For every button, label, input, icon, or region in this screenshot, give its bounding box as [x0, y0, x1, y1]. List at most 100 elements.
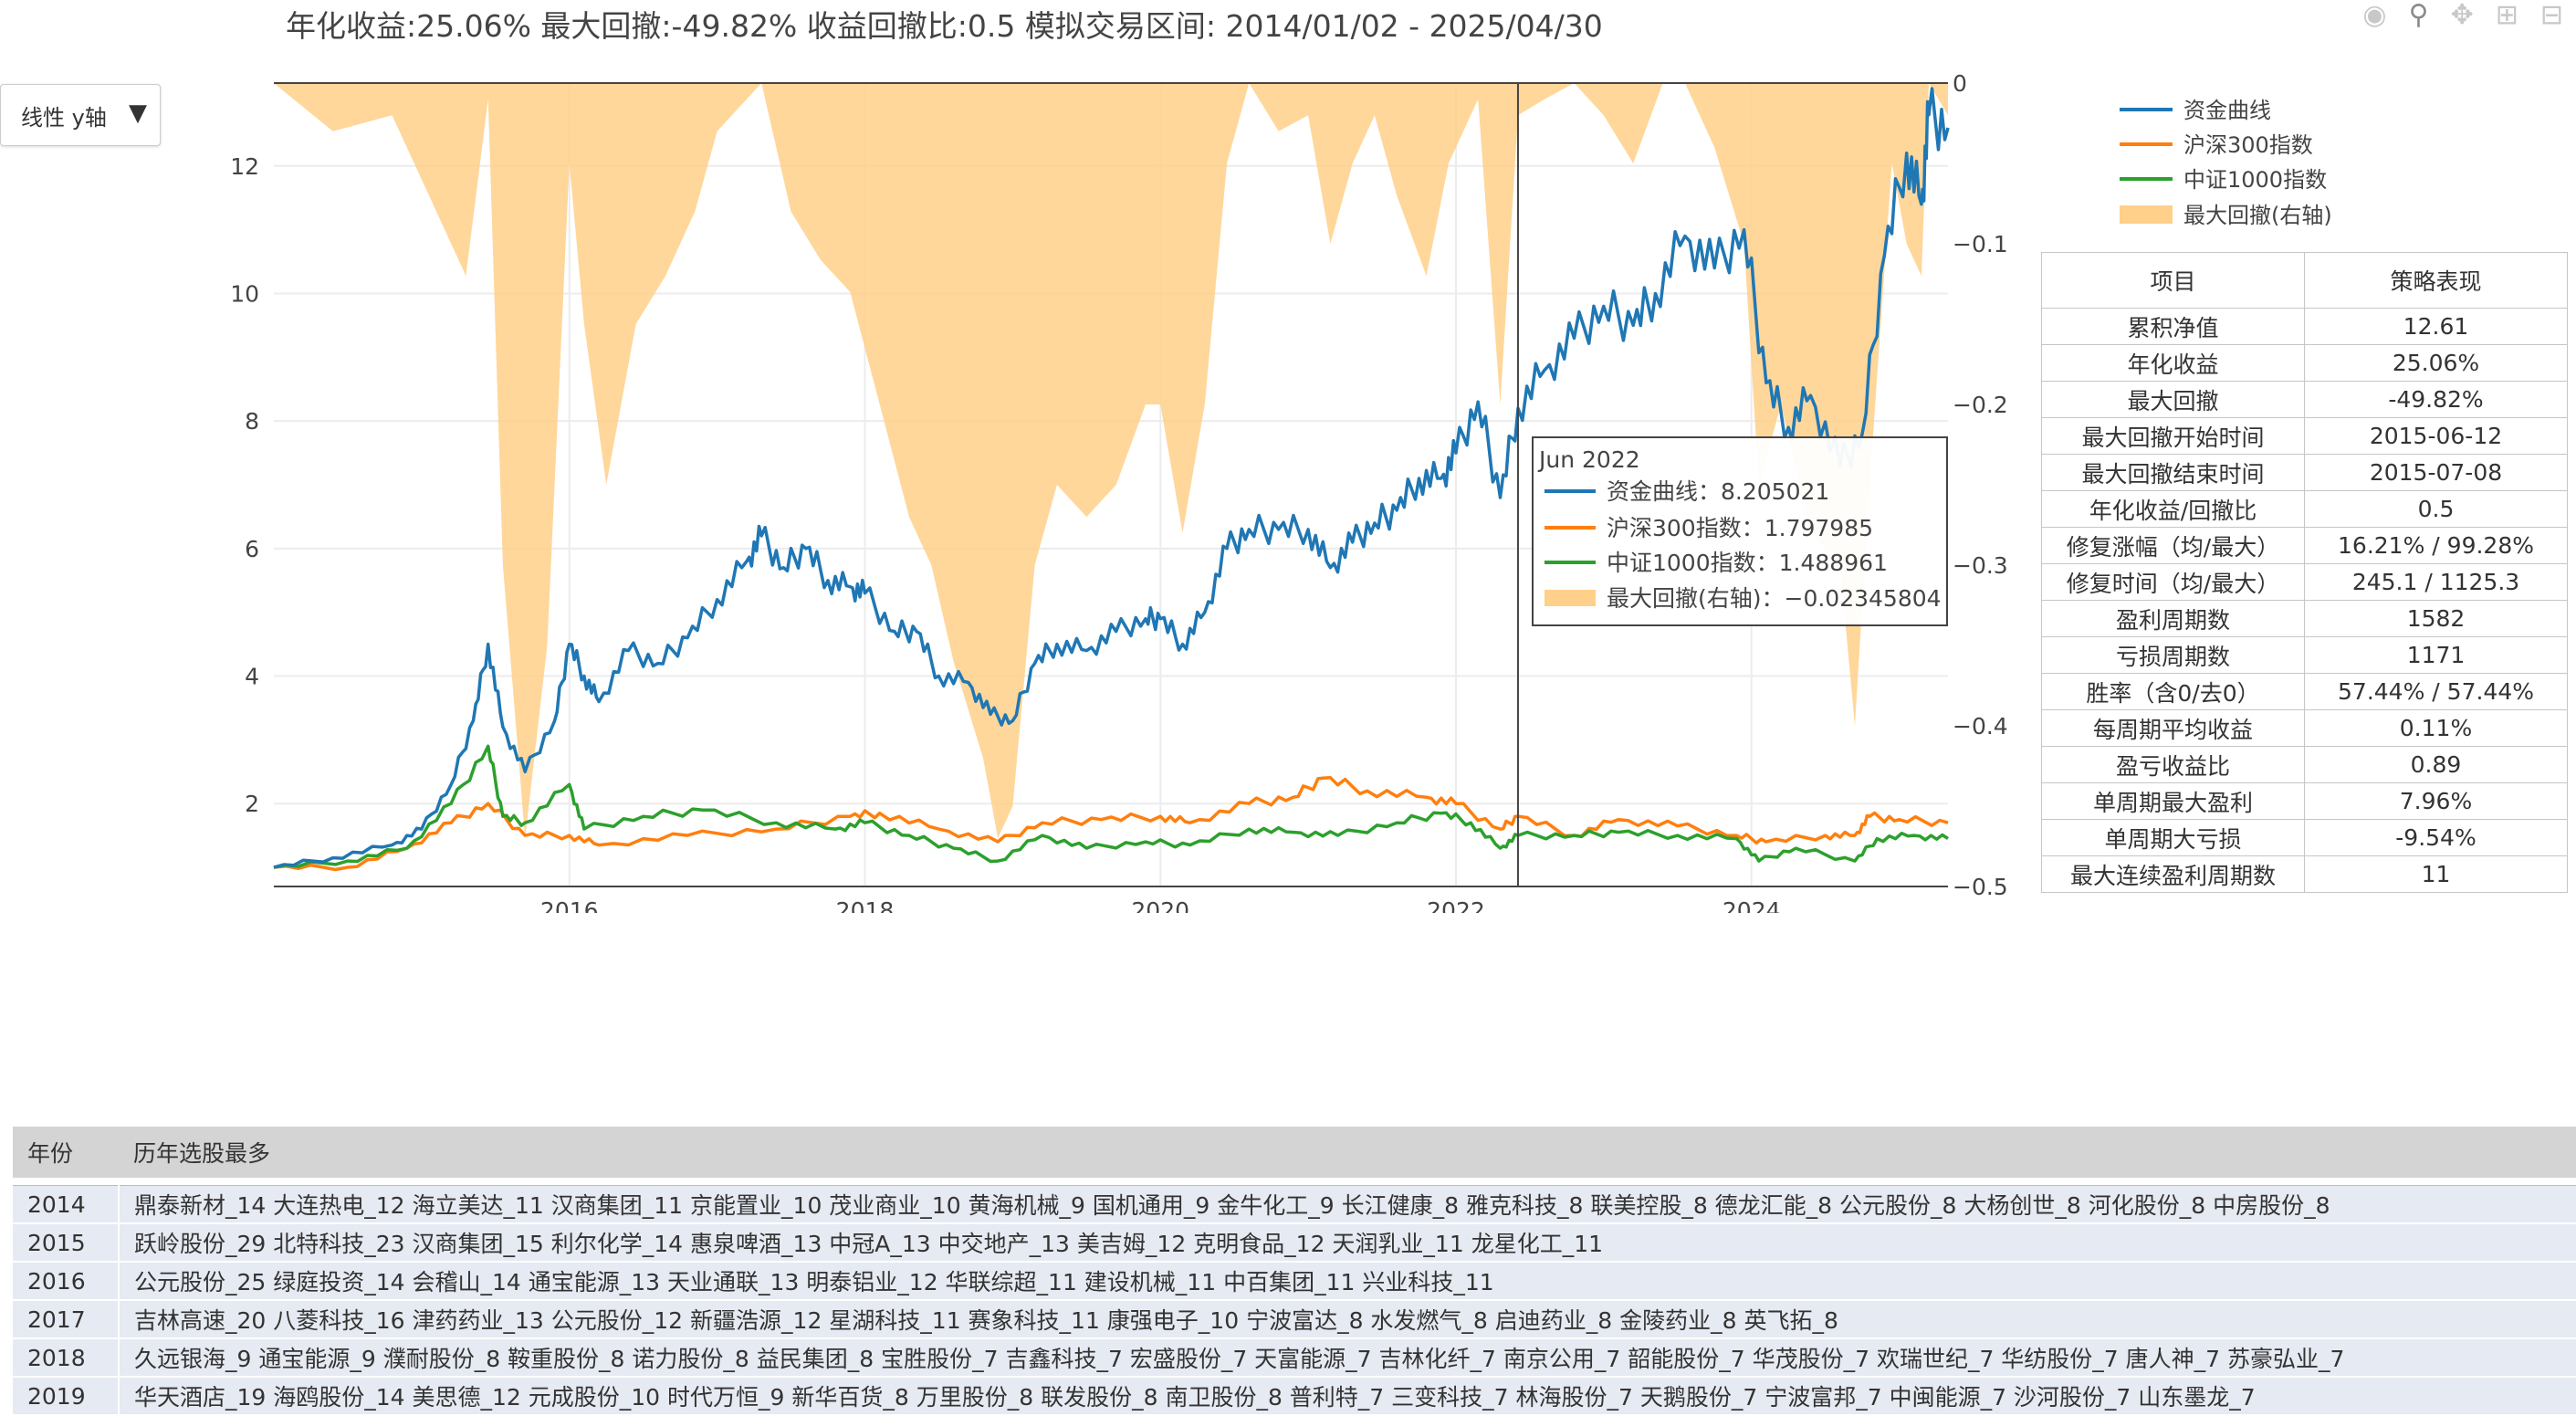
stats-value-cell: -9.54% [2304, 819, 2568, 856]
table-row: 最大回撤结束时间 2015-07-08 [2041, 454, 2568, 491]
stocks-cell: 公元股份_25 绿庭投资_14 会稽山_14 通宝能源_13 天业通联_13 明… [119, 1262, 2576, 1301]
stats-value-cell: 7.96% [2304, 782, 2568, 820]
hover-row-hs300: 沪深300指数：1.797985 [1607, 515, 1873, 541]
stats-value-cell: 1582 [2304, 600, 2568, 637]
stats-item-cell: 盈利周期数 [2041, 600, 2305, 637]
hover-swatch-drawdown [1545, 590, 1596, 606]
table-row: 最大连续盈利周期数 11 [2041, 855, 2568, 893]
x-tick-label: 2018 [836, 897, 895, 913]
stats-header-value: 策略表现 [2304, 252, 2568, 309]
series-lines [273, 87, 1950, 872]
legend[interactable]: 资金曲线 沪深300指数 中证1000指数 最大回撤(右轴) [2120, 98, 2332, 228]
stats-item-cell: 年化收益 [2041, 344, 2305, 382]
stats-value-cell: 0.5 [2304, 490, 2568, 528]
stock-header-picks: 历年选股最多 [119, 1127, 2576, 1178]
stats-header-item: 项目 [2041, 252, 2305, 309]
stats-value-cell: 57.44% / 57.44% [2304, 673, 2568, 710]
hover-row-drawdown: 最大回撤(右轴)：−0.02345804 [1607, 585, 1942, 612]
table-row: 盈亏收益比 0.89 [2041, 746, 2568, 783]
x-tick-label: 2024 [1723, 897, 1781, 913]
table-row: 最大回撤 -49.82% [2041, 381, 2568, 418]
stats-item-cell: 累积净值 [2041, 308, 2305, 345]
stats-item-cell: 盈亏收益比 [2041, 746, 2305, 783]
pan-icon[interactable]: ✥ [2450, 0, 2474, 31]
table-row: 单周期大亏损 -9.54% [2041, 819, 2568, 856]
stats-item-cell: 最大回撤 [2041, 381, 2305, 418]
stats-value-cell: 1171 [2304, 636, 2568, 674]
stats-item-cell: 最大回撤开始时间 [2041, 417, 2305, 455]
table-row: 最大回撤开始时间 2015-06-12 [2041, 417, 2568, 455]
table-row: 累积净值 12.61 [2041, 308, 2568, 345]
y-left-tick-label: 6 [245, 536, 259, 562]
chevron-down-icon: ▼ [129, 100, 147, 127]
stats-item-cell: 最大回撤结束时间 [2041, 454, 2305, 491]
drawdown-series-area [274, 83, 1948, 839]
hs300-series-line [273, 775, 1949, 872]
stats-value-cell: 12.61 [2304, 308, 2568, 345]
year-cell: 2014 [13, 1185, 120, 1224]
stats-item-cell: 修复涨幅（均/最大） [2041, 527, 2305, 564]
drawdown-area [274, 83, 1948, 839]
y-axis-scale-dropdown[interactable]: 线性 y轴 ▼ [0, 84, 161, 146]
table-row: 胜率（含0/去0） 57.44% / 57.44% [2041, 673, 2568, 710]
stock-table-container: 年份 历年选股最多 2014 鼎泰新材_14 大连热电_12 海立美达_11 汉商… [13, 1127, 2576, 1416]
year-cell: 2016 [13, 1262, 120, 1301]
modebar: ◉ ⚲ ✥ ⊞ ⊟ [2362, 0, 2563, 31]
stats-item-cell: 年化收益/回撤比 [2041, 490, 2305, 528]
x-tick-label: 2022 [1427, 897, 1485, 913]
legend-item-drawdown[interactable]: 最大回撤(右轴) [2183, 203, 2332, 228]
stats-value-cell: 2015-06-12 [2304, 417, 2568, 455]
stats-value-cell: 2015-07-08 [2304, 454, 2568, 491]
table-row: 修复涨幅（均/最大） 16.21% / 99.28% [2041, 527, 2568, 564]
stock-header-year: 年份 [13, 1127, 119, 1178]
stock-table: 年份 历年选股最多 2014 鼎泰新材_14 大连热电_12 海立美达_11 汉商… [13, 1127, 2576, 1416]
stats-table: 项目 策略表现 累积净值 12.61 年化收益 25.06% 最大回撤 -49.82% 最大… [2041, 252, 2568, 893]
table-row: 2016 公元股份_25 绿庭投资_14 会稽山_14 通宝能源_13 天业通联_… [13, 1262, 2576, 1301]
table-separator [13, 1178, 2576, 1186]
table-row: 修复时间（均/最大） 245.1 / 1125.3 [2041, 563, 2568, 601]
legend-item-equity[interactable]: 资金曲线 [2183, 98, 2271, 123]
stocks-cell: 跃岭股份_29 北特科技_23 汉商集团_15 利尔化学_14 惠泉啤酒_13 … [119, 1223, 2576, 1263]
equity-series-line [273, 87, 1950, 869]
zoom-in-icon[interactable]: ⊞ [2495, 0, 2518, 31]
legend-item-zz1000[interactable]: 中证1000指数 [2183, 167, 2327, 193]
table-row: 年化收益 25.06% [2041, 344, 2568, 382]
table-row: 2019 华天酒店_19 海鸥股份_14 美思德_12 元成股份_10 时代万恒_… [13, 1377, 2576, 1416]
zoom-icon[interactable]: ⚲ [2408, 0, 2429, 31]
stats-value-cell: 0.11% [2304, 709, 2568, 747]
table-row: 每周期平均收益 0.11% [2041, 709, 2568, 747]
camera-icon[interactable]: ◉ [2362, 0, 2387, 31]
year-cell: 2015 [13, 1223, 120, 1263]
y-left-tick-label: 8 [245, 408, 259, 435]
table-row: 2017 吉林高速_20 八菱科技_16 津药药业_13 公元股份_12 新疆浩源… [13, 1300, 2576, 1339]
year-cell: 2019 [13, 1377, 120, 1416]
stats-item-cell: 胜率（含0/去0） [2041, 673, 2305, 710]
stats-value-cell: 11 [2304, 855, 2568, 893]
stats-value-cell: 245.1 / 1125.3 [2304, 563, 2568, 601]
dropdown-label: 线性 y轴 [21, 104, 107, 131]
hover-row-zz1000: 中证1000指数：1.488961 [1607, 550, 1888, 576]
y-right-tick-label: −0.5 [1953, 874, 2008, 900]
stocks-cell: 华天酒店_19 海鸥股份_14 美思德_12 元成股份_10 时代万恒_9 新华… [119, 1377, 2576, 1416]
table-row: 亏损周期数 1171 [2041, 636, 2568, 674]
hover-title: Jun 2022 [1537, 446, 1640, 473]
table-row: 年化收益/回撤比 0.5 [2041, 490, 2568, 528]
stats-item-cell: 最大连续盈利周期数 [2041, 855, 2305, 893]
y-right-tick-label: 0 [1953, 70, 1967, 97]
stock-header-row: 年份 历年选股最多 [13, 1127, 2576, 1178]
table-row: 单周期最大盈利 7.96% [2041, 782, 2568, 820]
stats-item-cell: 单周期大亏损 [2041, 819, 2305, 856]
stocks-cell: 鼎泰新材_14 大连热电_12 海立美达_11 汉商集团_11 京能置业_10 … [119, 1185, 2576, 1224]
legend-item-hs300[interactable]: 沪深300指数 [2183, 132, 2313, 158]
year-cell: 2018 [13, 1338, 120, 1378]
table-row: 2015 跃岭股份_29 北特科技_23 汉商集团_15 利尔化学_14 惠泉啤酒… [13, 1223, 2576, 1263]
year-cell: 2017 [13, 1300, 120, 1339]
stats-item-cell: 修复时间（均/最大） [2041, 563, 2305, 601]
y-right-tick-label: −0.1 [1953, 231, 2008, 257]
stats-item-cell: 亏损周期数 [2041, 636, 2305, 674]
y-left-tick-label: 10 [230, 280, 259, 307]
stocks-cell: 久远银海_9 通宝能源_9 濮耐股份_8 鞍重股份_8 诺力股份_8 益民集团_… [119, 1338, 2576, 1378]
stats-value-cell: 16.21% / 99.28% [2304, 527, 2568, 564]
zoom-out-icon[interactable]: ⊟ [2539, 0, 2563, 31]
stats-item-cell: 每周期平均收益 [2041, 709, 2305, 747]
